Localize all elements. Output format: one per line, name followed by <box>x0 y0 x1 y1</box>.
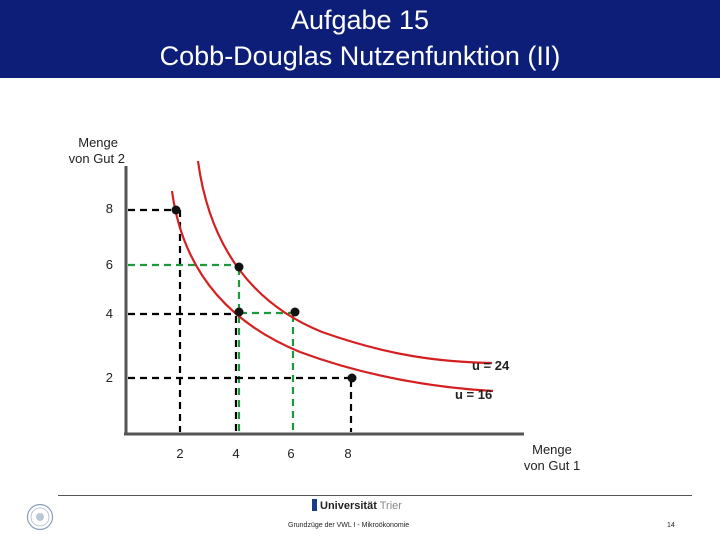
point-2-8 <box>171 205 181 215</box>
indifference-curve-diagram: Menge von Gut 2 Menge von Gut 1 8 6 4 2 … <box>69 135 581 473</box>
x-axis-label-line-2: von Gut 1 <box>524 458 580 473</box>
university-name: Universität <box>320 500 377 512</box>
y-tick-8: 8 <box>106 201 113 216</box>
x-tick-6: 6 <box>287 446 294 461</box>
course-name: Grundzüge der VWL I - Mikroökonomie <box>288 522 410 529</box>
university-mark-icon <box>312 499 317 511</box>
title-line-2: Cobb-Douglas Nutzenfunktion (II) <box>159 41 561 71</box>
y-axis-label-line-1: Menge <box>78 135 118 150</box>
university-city: Trier <box>379 500 402 512</box>
university-logo: Universität Trier <box>312 499 402 512</box>
x-tick-8: 8 <box>344 446 351 461</box>
point-8-2 <box>347 373 357 383</box>
x-tick-2: 2 <box>176 446 183 461</box>
x-axis-label-line-1: Menge <box>532 442 572 457</box>
y-axis-label-line-2: von Gut 2 <box>69 151 125 166</box>
y-tick-2: 2 <box>106 370 113 385</box>
curve-label-u24: u = 24 <box>472 358 510 373</box>
footer-divider <box>58 495 692 496</box>
indifference-curve-u16 <box>170 190 494 393</box>
point-4-4 <box>234 307 244 317</box>
point-4-6 <box>234 262 244 272</box>
university-seal-icon <box>26 503 54 531</box>
curve-label-u16: u = 16 <box>455 387 492 402</box>
title-bar: Aufgabe 15 Cobb-Douglas Nutzenfunktion (… <box>0 0 720 78</box>
indifference-curve-u24 <box>196 160 493 365</box>
point-6-4 <box>290 307 300 317</box>
page-number: 14 <box>667 522 675 529</box>
title-line-1: Aufgabe 15 <box>290 5 430 35</box>
y-tick-4: 4 <box>106 306 113 321</box>
x-tick-4: 4 <box>232 446 239 461</box>
y-tick-6: 6 <box>106 257 113 272</box>
